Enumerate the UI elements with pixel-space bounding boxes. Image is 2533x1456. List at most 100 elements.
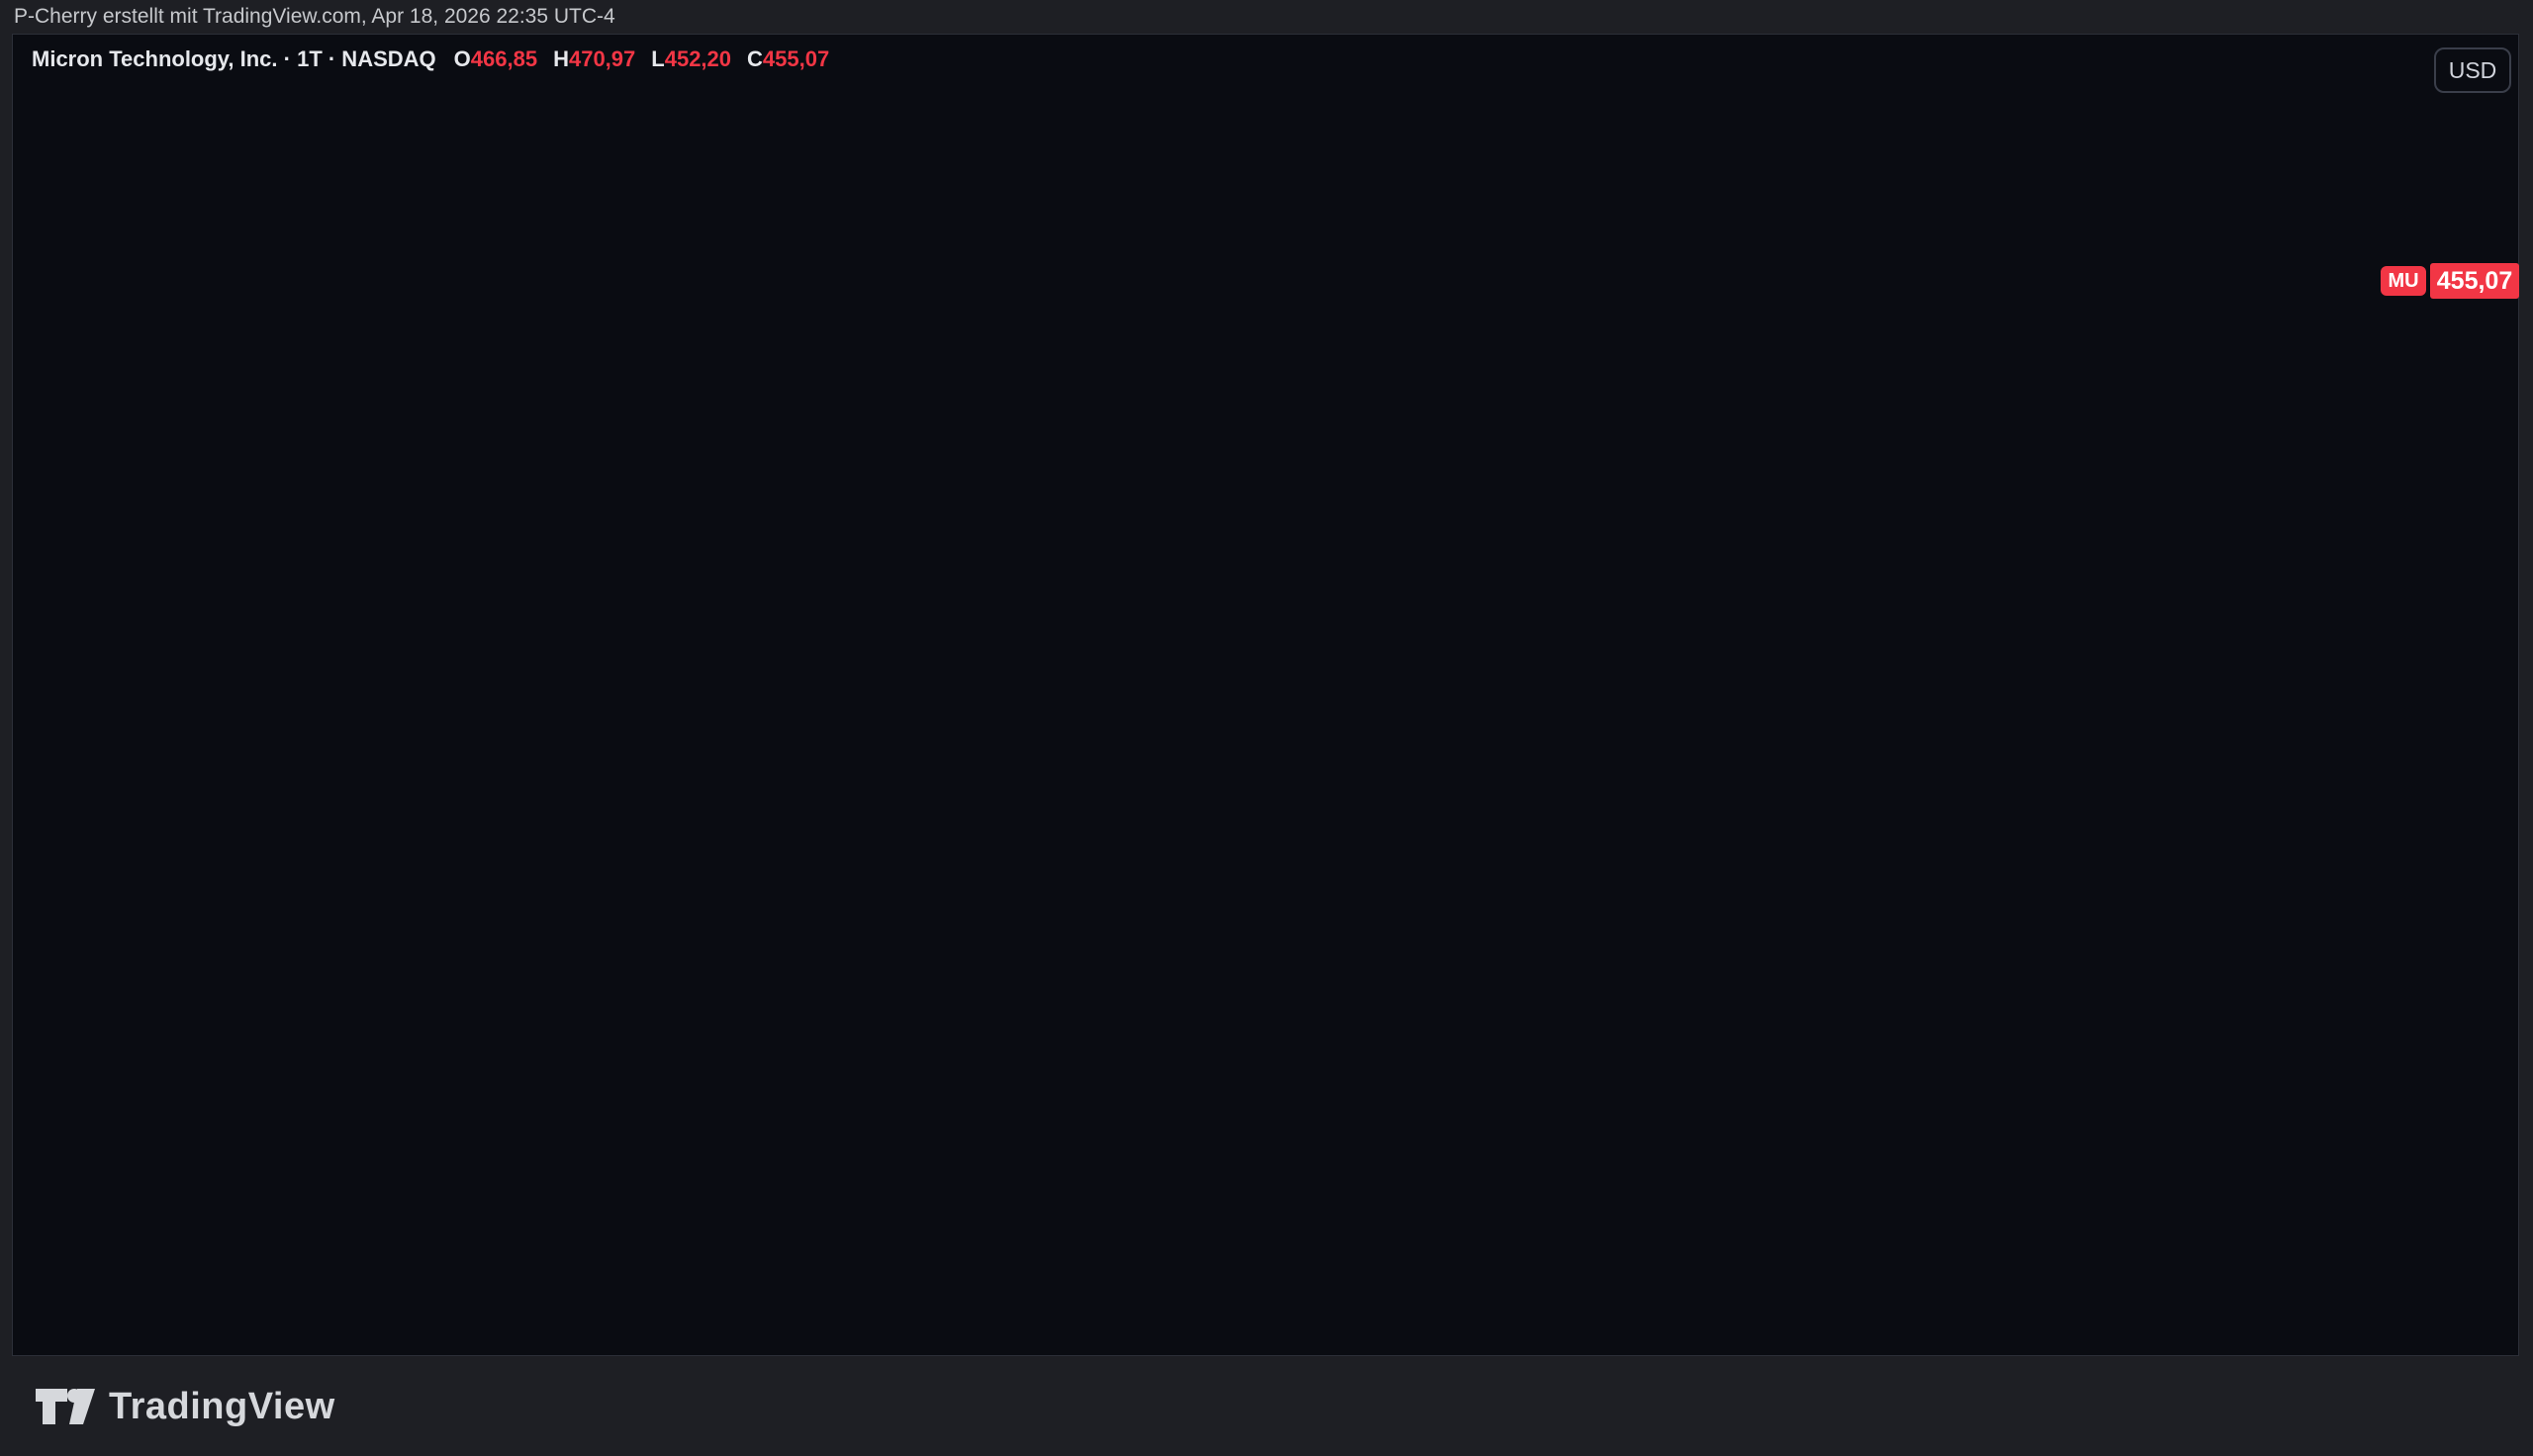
candle-body	[1253, 766, 1260, 795]
time-tick-label[interactable]: Jul	[1994, 1320, 2024, 1347]
wave-label[interactable]: 2	[1751, 514, 1766, 544]
price-tick-label[interactable]: 37,50	[2441, 1041, 2503, 1068]
price-tick-label[interactable]: 26,50	[2441, 1148, 2503, 1176]
price-tick-label[interactable]: 220,00	[2441, 493, 2516, 520]
symbol-title[interactable]: Micron Technology, Inc. · 1T · NASDAQ	[32, 46, 436, 71]
wave-label[interactable]: V	[1955, 75, 1973, 105]
earnings-letter: E	[1235, 1280, 1248, 1302]
candle-body	[1434, 822, 1441, 841]
candle-body	[646, 835, 653, 858]
candle-body	[1425, 840, 1432, 859]
candle-body	[365, 904, 372, 908]
candle-body	[402, 882, 409, 890]
time-tick-label[interactable]: 2024	[713, 1320, 767, 1347]
tradingview-logo-icon[interactable]	[34, 1387, 97, 1426]
price-tick-label[interactable]: 22,50	[2441, 1199, 2503, 1227]
candle-body	[1126, 717, 1133, 735]
candle-body	[854, 763, 861, 766]
candle-body	[1461, 765, 1467, 787]
candle-body	[1172, 737, 1178, 749]
wave-label-text: (2)	[1543, 755, 1575, 784]
candle-body	[420, 840, 426, 863]
wave-label[interactable]: (3)	[1689, 410, 1722, 440]
price-tick-label[interactable]: 180,00	[2441, 555, 2516, 583]
price-tick-label[interactable]: 260,00	[2441, 441, 2516, 469]
price-tick-label[interactable]: 19,00	[2441, 1251, 2503, 1279]
candle-body	[673, 794, 680, 802]
time-tick-label[interactable]: 2026	[1746, 1320, 1799, 1347]
candle-body	[1207, 725, 1214, 740]
candle-body	[655, 810, 662, 836]
candle-body	[40, 907, 47, 920]
candle-body	[1850, 293, 1857, 310]
wave-label[interactable]: (C)	[1945, 140, 1982, 170]
candle-body	[1099, 778, 1105, 787]
candle-body	[1896, 331, 1903, 385]
time-tick-label[interactable]: Jul	[1477, 1320, 1508, 1347]
candle-body	[927, 680, 934, 684]
candle-body	[247, 911, 254, 930]
wave-label[interactable]: (5)	[1948, 166, 1981, 196]
candle-body	[836, 750, 843, 754]
candle-body	[1887, 318, 1894, 385]
time-tick-label[interactable]: 2025	[1232, 1320, 1284, 1347]
price-tick-label[interactable]: 31,50	[2441, 1094, 2503, 1122]
ohlc-high: H470,97	[553, 46, 636, 71]
candle-body	[1353, 740, 1360, 752]
candle-body	[428, 840, 435, 852]
earnings-icon[interactable]: ≈ E	[1989, 1271, 2026, 1309]
candle-body	[1089, 765, 1096, 787]
candle-body	[1479, 724, 1486, 749]
candle-body	[474, 883, 481, 894]
candle-body	[528, 883, 535, 897]
price-tick-label[interactable]: 560,00	[2441, 204, 2516, 231]
price-tick-label[interactable]: 150,00	[2441, 611, 2516, 639]
candle-body	[755, 762, 762, 795]
candle-body	[845, 753, 852, 764]
candle-body	[1452, 786, 1458, 802]
time-tick-label[interactable]: Jul	[448, 1320, 479, 1347]
currency-usd-button[interactable]: USD	[2434, 47, 2511, 93]
wave-label[interactable]: 4	[1893, 409, 1908, 438]
candle-body	[664, 794, 671, 811]
candle-body	[121, 927, 128, 933]
candle-body	[456, 873, 463, 876]
price-tick-label[interactable]: 800,00	[2441, 93, 2516, 121]
tradingview-brand-text[interactable]: TradingView	[109, 1385, 335, 1427]
wave-label[interactable]: (2)	[1543, 755, 1575, 784]
candle-body	[718, 770, 725, 779]
candle-body	[1488, 693, 1495, 725]
wave-label[interactable]: 5	[1956, 192, 1971, 222]
price-tick-label[interactable]: 45,50	[2441, 980, 2503, 1008]
ohlc-low: L452,20	[651, 46, 732, 71]
candle-body	[601, 896, 608, 899]
time-tick-label[interactable]: Jul	[962, 1320, 992, 1347]
candle-body	[982, 617, 988, 625]
price-tick-label[interactable]: 68,00	[2441, 857, 2503, 884]
candle-body	[311, 925, 318, 935]
time-tick-label[interactable]: 2027	[2266, 1320, 2318, 1347]
wave-label[interactable]: (B)	[1378, 936, 1415, 965]
symbol-legend[interactable]: Micron Technology, Inc. · 1T · NASDAQ O4…	[32, 46, 829, 72]
price-tick-label[interactable]: 680,00	[2441, 143, 2516, 171]
candle-body	[48, 919, 55, 932]
wave-label[interactable]: (A)	[969, 568, 1005, 597]
candle-body	[1379, 803, 1386, 849]
time-tick-label[interactable]: 2023	[199, 1320, 251, 1347]
candle-body	[184, 906, 191, 923]
price-tick-label[interactable]: 120,00	[2441, 681, 2516, 708]
price-tick-label[interactable]: 320,00	[2441, 377, 2516, 405]
price-tick-label[interactable]: 380,00	[2441, 323, 2516, 351]
wave-label[interactable]: (4)	[1709, 560, 1741, 590]
wave-label[interactable]: 1	[1726, 427, 1740, 457]
wave-label[interactable]: (1)	[1491, 628, 1524, 658]
candle-body	[1017, 673, 1024, 697]
wave-label[interactable]: 3	[1806, 229, 1821, 259]
wave-label-text: 5	[1958, 115, 1970, 139]
price-tick-label[interactable]: 100,00	[2441, 737, 2516, 765]
price-tick-label[interactable]: 84,00	[2441, 790, 2503, 818]
candle-body	[1180, 718, 1187, 738]
price-tick-label[interactable]: 55,50	[2441, 919, 2503, 947]
candle-body	[203, 933, 210, 948]
